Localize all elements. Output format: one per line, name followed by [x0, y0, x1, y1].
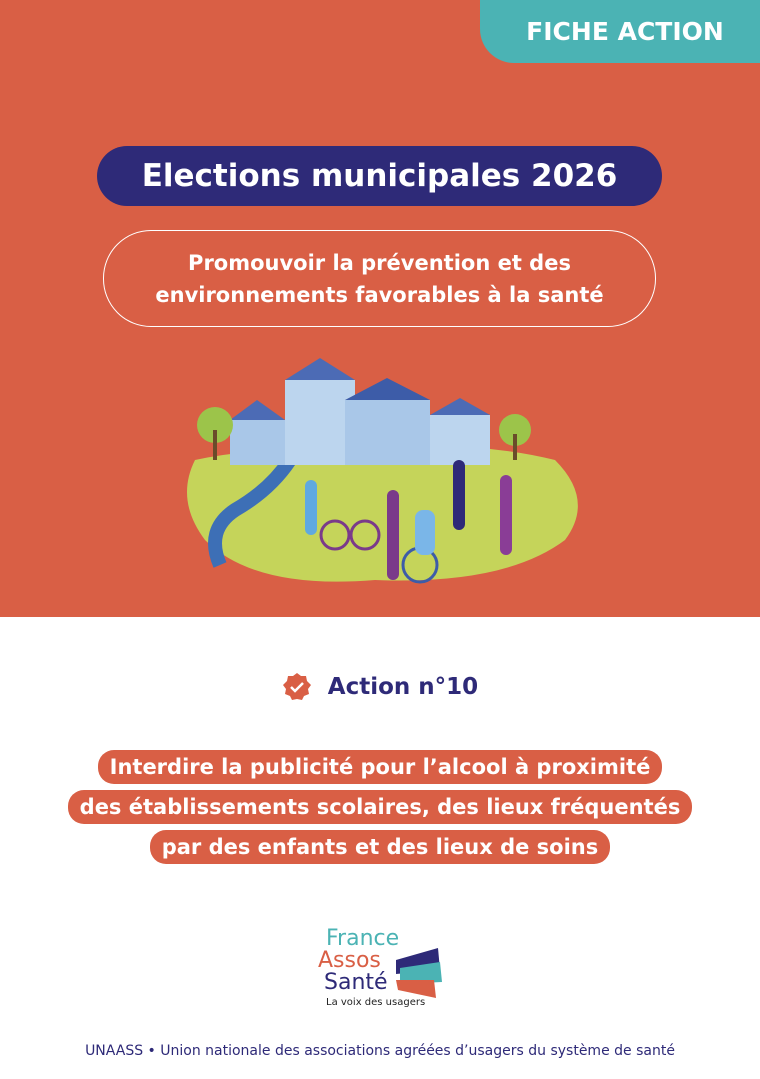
subtitle-line: Promouvoir la prévention et des [188, 250, 571, 275]
page-title: Elections municipales 2026 [97, 146, 662, 206]
description-line: par des enfants et des lieux de soins [149, 830, 611, 864]
logo-line: France [326, 926, 400, 951]
town-illustration [187, 358, 578, 584]
action-description: Interdire la publicité pour l’alcool à p… [0, 750, 760, 864]
logo-flags-icon [396, 948, 442, 998]
france-assos-sante-logo: France Assos Santé La voix des usagers [318, 926, 442, 1008]
footer-text: UNAASS • Union nationale des association… [85, 1043, 675, 1059]
description-line: des établissements scolaires, des lieux … [67, 790, 693, 824]
check-badge-icon [282, 673, 311, 700]
subtitle-line: environnements favorables à la santé [155, 282, 604, 307]
logo-line: Santé [324, 970, 388, 995]
subtitle: Promouvoir la prévention et des environn… [103, 230, 656, 327]
fiche-action-badge: FICHE ACTION [480, 0, 760, 63]
logo-tagline: La voix des usagers [326, 997, 426, 1008]
action-heading: Action n°10 [0, 672, 760, 702]
action-number: Action n°10 [327, 674, 479, 700]
description-line: Interdire la publicité pour l’alcool à p… [97, 750, 663, 784]
logo-line: Assos [318, 948, 381, 973]
